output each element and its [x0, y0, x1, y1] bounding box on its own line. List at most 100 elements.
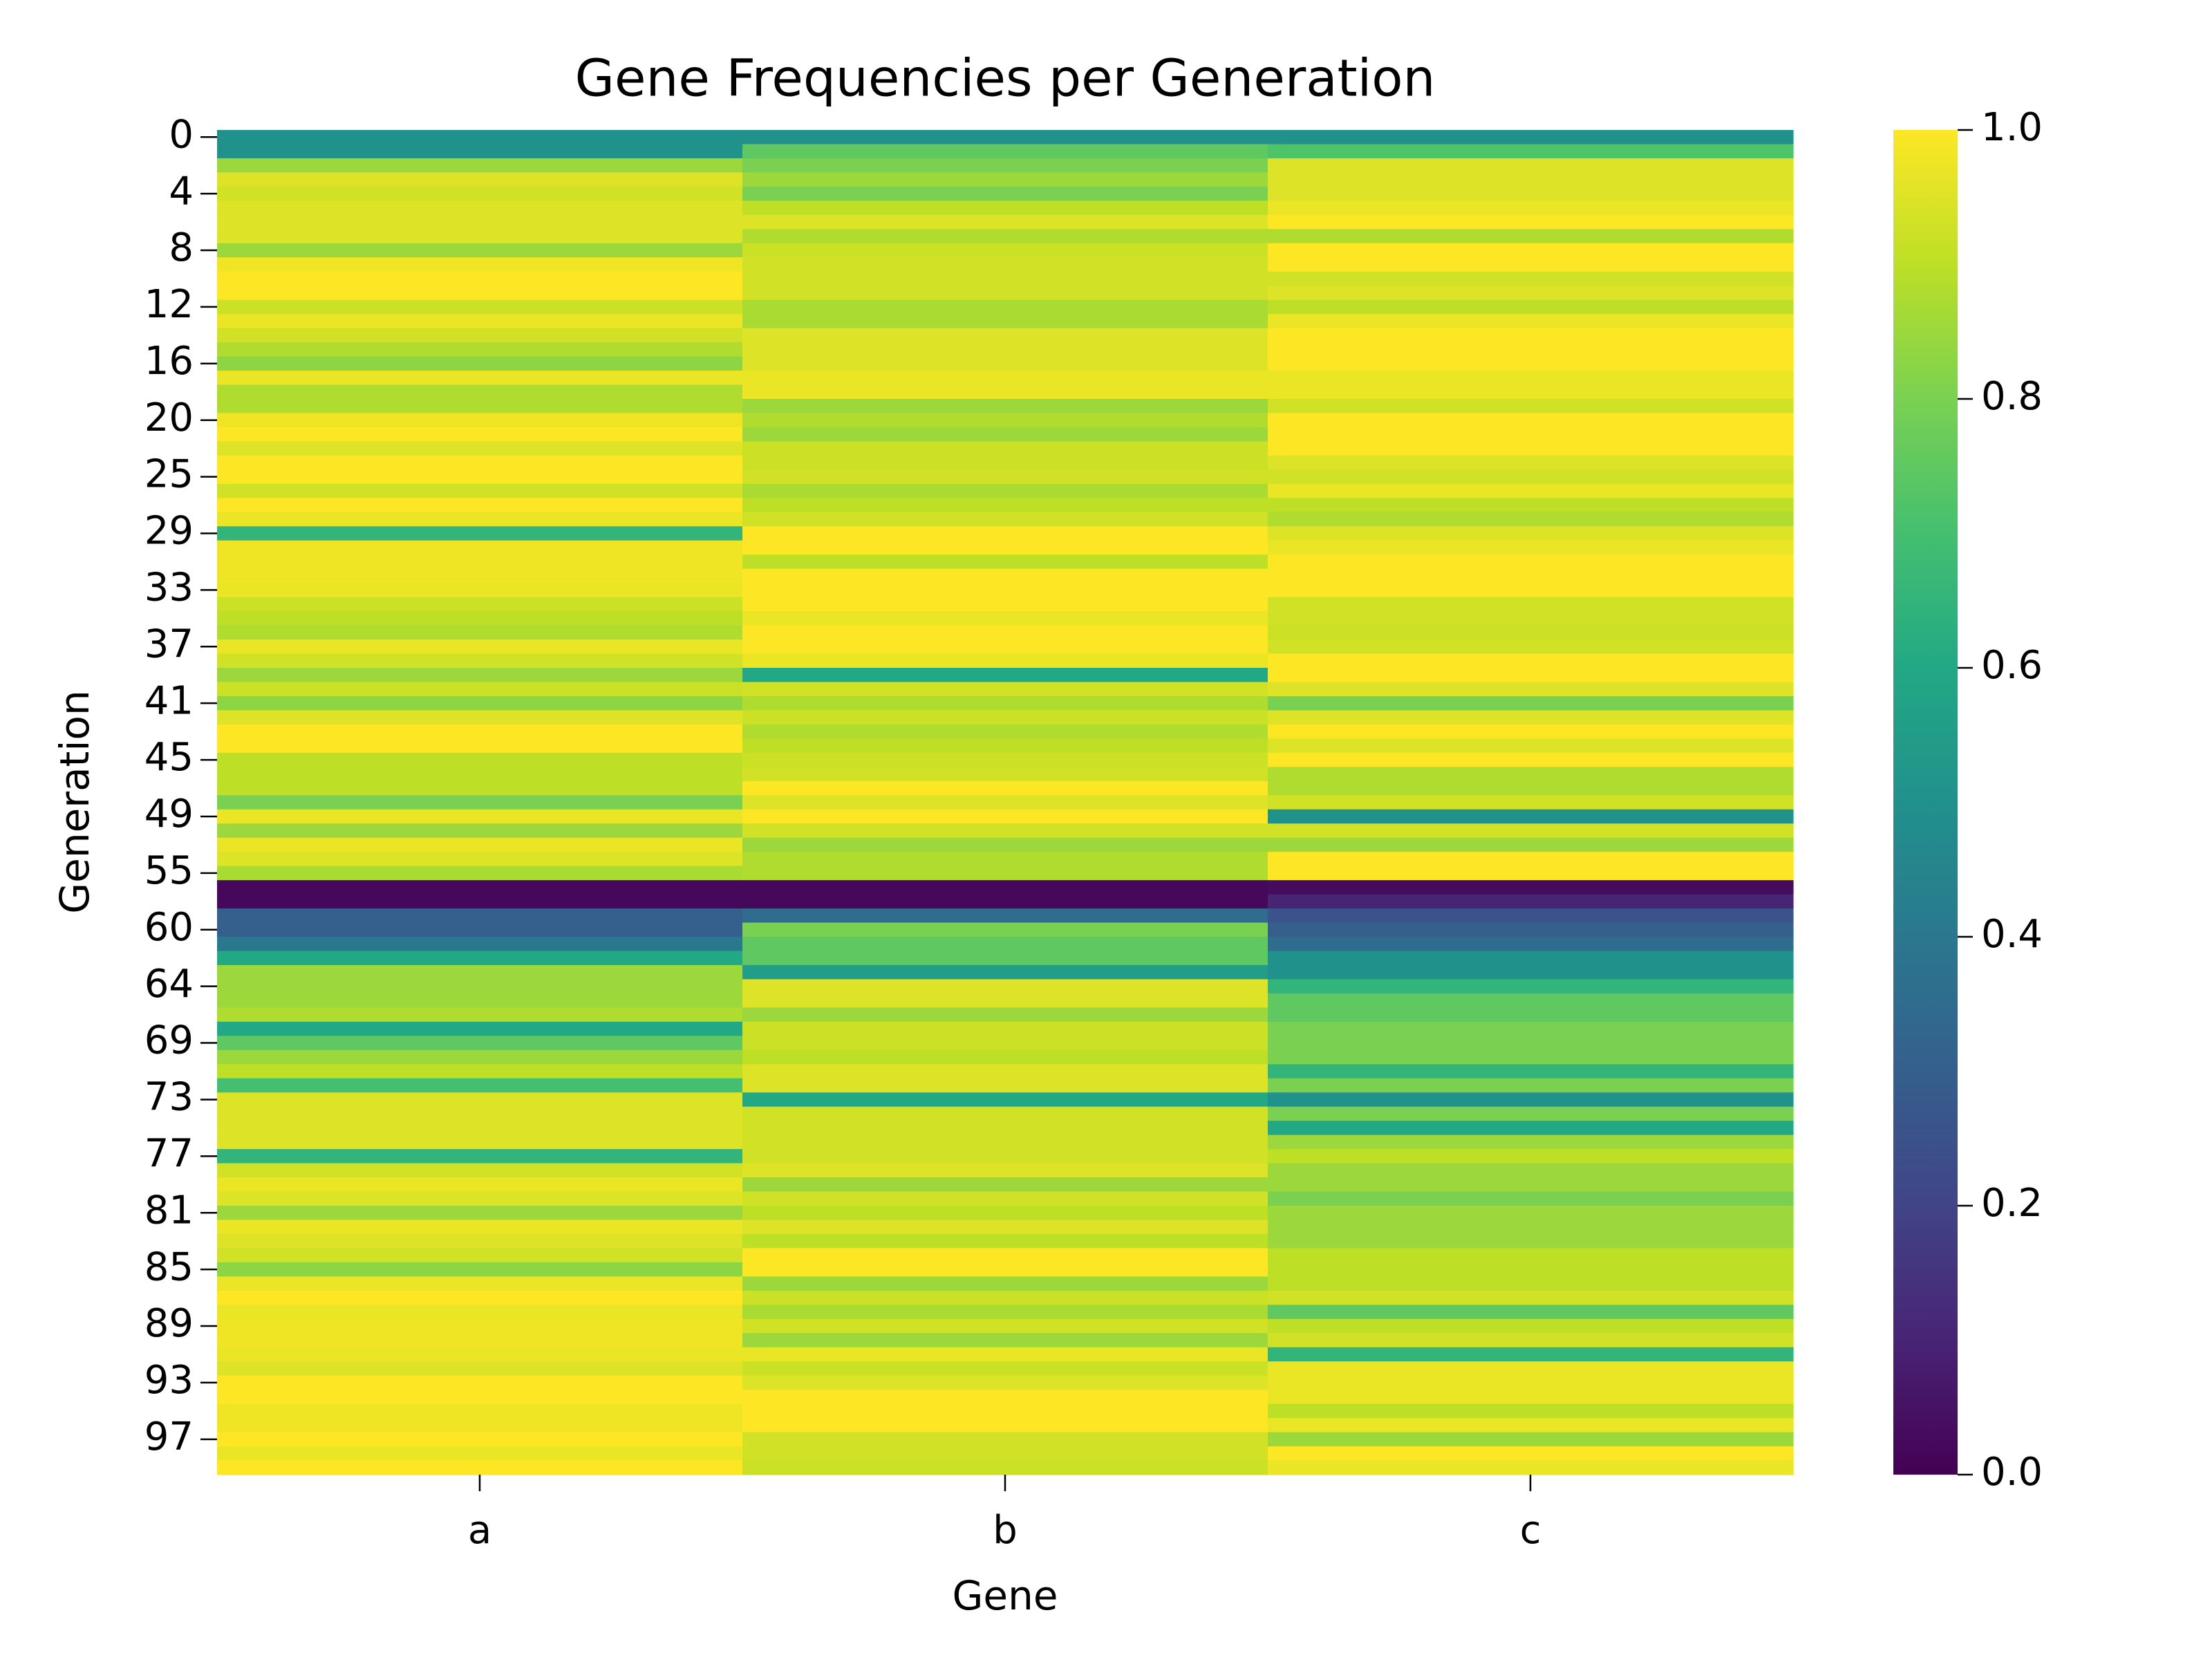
heatmap-cell — [1268, 937, 1794, 952]
heatmap-cell — [742, 866, 1268, 881]
heatmap-cell — [1268, 1248, 1794, 1263]
heatmap-cell — [217, 186, 743, 201]
heatmap-cell — [742, 1021, 1268, 1036]
y-tick-label: 8 — [169, 225, 194, 270]
y-tick-label: 89 — [144, 1301, 194, 1346]
heatmap-cell — [217, 1121, 743, 1136]
heatmap-cell — [217, 1276, 743, 1291]
heatmap-cell — [217, 1318, 743, 1334]
heatmap-cell — [742, 1206, 1268, 1221]
heatmap-cell — [1268, 639, 1794, 655]
heatmap-cell — [217, 1021, 743, 1036]
heatmap-cell — [1268, 1220, 1794, 1235]
colorbar-tick-label: 0.4 — [1981, 912, 2043, 957]
heatmap-cell — [1268, 172, 1794, 187]
heatmap-cell — [742, 1049, 1268, 1065]
heatmap-cell — [742, 682, 1268, 697]
heatmap-cell — [217, 356, 743, 371]
heatmap-cell — [217, 1248, 743, 1263]
heatmap-cell — [742, 597, 1268, 612]
heatmap-cell — [1268, 1446, 1794, 1462]
heatmap-cell — [1268, 512, 1794, 527]
heatmap-cell — [217, 795, 743, 810]
heatmap-cell — [217, 752, 743, 767]
heatmap-cell — [1268, 738, 1794, 754]
colorbar-tick-label: 0.0 — [1981, 1450, 2043, 1495]
heatmap-cell — [217, 724, 743, 739]
heatmap-cell — [1268, 710, 1794, 725]
heatmap-cell — [1268, 1432, 1794, 1447]
heatmap-cell — [217, 710, 743, 725]
heatmap-cell — [1268, 781, 1794, 796]
heatmap-cell — [217, 441, 743, 456]
heatmap-cell — [217, 1390, 743, 1405]
heatmap-cell — [742, 427, 1268, 442]
x-tick-label: b — [993, 1508, 1018, 1553]
heatmap-cell — [217, 512, 743, 527]
heatmap-cell — [742, 1375, 1268, 1390]
heatmap-cell — [1268, 1333, 1794, 1348]
heatmap-cell — [742, 483, 1268, 498]
heatmap-cell — [742, 1390, 1268, 1405]
heatmap-cell — [217, 1333, 743, 1348]
y-tick-label: 4 — [169, 169, 194, 214]
y-tick-label: 69 — [144, 1018, 194, 1063]
heatmap-cell — [1268, 257, 1794, 272]
heatmap-cell — [217, 908, 743, 924]
heatmap-cell — [742, 583, 1268, 598]
heatmap-cell — [1268, 1135, 1794, 1150]
heatmap-cell — [1268, 243, 1794, 258]
heatmap-cell — [742, 894, 1268, 909]
heatmap-cell — [742, 951, 1268, 966]
heatmap-cell — [742, 413, 1268, 428]
heatmap-cell — [217, 937, 743, 952]
heatmap-cell — [1268, 993, 1794, 1008]
heatmap-cell — [742, 1276, 1268, 1291]
heatmap-cell — [1268, 852, 1794, 867]
heatmap-cell — [1268, 540, 1794, 555]
heatmap-cell — [217, 1375, 743, 1390]
heatmap-cell — [742, 314, 1268, 329]
heatmap-cell — [1268, 1233, 1794, 1249]
y-tick-label: 16 — [144, 339, 194, 384]
y-tick-label: 97 — [144, 1414, 194, 1459]
heatmap-cell — [217, 625, 743, 640]
heatmap-cell — [1268, 328, 1794, 343]
heatmap-cell — [742, 1220, 1268, 1235]
heatmap-cell — [742, 1290, 1268, 1305]
heatmap-cell — [1268, 286, 1794, 301]
heatmap-cell — [1268, 1064, 1794, 1079]
heatmap-cell — [1268, 200, 1794, 216]
heatmap-cell — [1268, 1390, 1794, 1405]
heatmap-cell — [1268, 653, 1794, 669]
heatmap-cell — [742, 1262, 1268, 1277]
y-tick-label: 49 — [144, 792, 194, 837]
heatmap-cell — [742, 1191, 1268, 1206]
heatmap-cell — [742, 611, 1268, 626]
heatmap-cell — [1268, 668, 1794, 683]
heatmap-cell — [217, 540, 743, 555]
heatmap-cell — [742, 1149, 1268, 1164]
heatmap-cell — [742, 1248, 1268, 1263]
heatmap-cell — [742, 1092, 1268, 1108]
heatmap-cell — [742, 399, 1268, 414]
heatmap-cell — [742, 1361, 1268, 1376]
heatmap-cell — [217, 993, 743, 1008]
heatmap-cell — [1268, 483, 1794, 498]
heatmap-cell — [742, 356, 1268, 371]
heatmap-cell — [1268, 1177, 1794, 1193]
heatmap-cell — [217, 964, 743, 980]
heatmap-cell — [1268, 384, 1794, 400]
heatmap-cell — [742, 710, 1268, 725]
heatmap-cell — [217, 668, 743, 683]
heatmap-cell — [742, 214, 1268, 230]
heatmap-cell — [217, 200, 743, 216]
heatmap-cell — [742, 668, 1268, 683]
heatmap-cell — [1268, 979, 1794, 994]
heatmap-cell — [217, 214, 743, 230]
heatmap-cell — [742, 993, 1268, 1008]
heatmap-cell — [1268, 1106, 1794, 1121]
colorbar-tick-label: 0.2 — [1981, 1181, 2043, 1226]
heatmap-cell — [1268, 894, 1794, 909]
heatmap-cell — [742, 186, 1268, 201]
